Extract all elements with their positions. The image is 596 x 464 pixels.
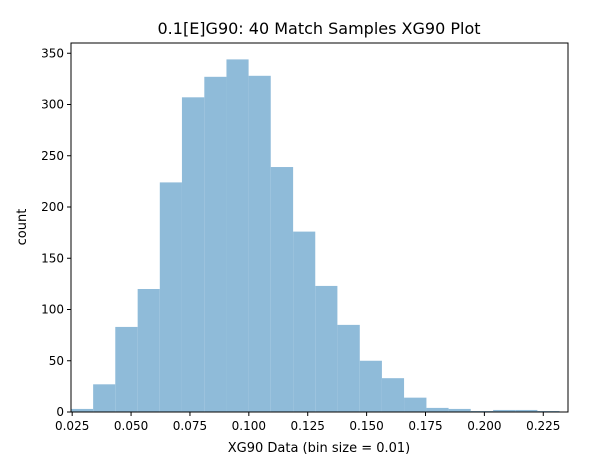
histogram-bar-6 [204, 76, 227, 412]
x-tick-label-0: 0.025 [55, 419, 89, 433]
histogram-bar-9 [270, 167, 294, 412]
histogram-bar-20 [515, 409, 538, 412]
bars-layer [71, 59, 560, 413]
y-tick-label-1: 50 [49, 354, 64, 368]
histogram-bar-0 [71, 408, 94, 412]
histogram-bar-15 [404, 397, 427, 412]
y-tick-label-0: 0 [56, 405, 64, 419]
plot-frame [70, 42, 569, 413]
x-tick-label-4: 0.125 [291, 419, 325, 433]
x-tick-label-8: 0.225 [526, 419, 560, 433]
x-tick-label-7: 0.200 [467, 419, 501, 433]
histogram-bar-1 [93, 384, 116, 412]
y-tick-label-4: 200 [41, 200, 64, 214]
histogram-bar-13 [359, 360, 382, 412]
histogram-bar-14 [381, 378, 405, 412]
histogram-bar-4 [159, 182, 182, 412]
y-tick-label-7: 350 [41, 46, 64, 60]
histogram-bar-21 [537, 410, 560, 412]
histogram-bar-10 [293, 231, 316, 412]
histogram-bar-5 [181, 97, 205, 412]
histogram-bar-17 [448, 408, 471, 412]
y-tick-label-2: 100 [41, 303, 64, 317]
x-tick-label-2: 0.075 [173, 419, 207, 433]
y-tick-label-6: 300 [41, 98, 64, 112]
histogram-bar-19 [493, 409, 516, 412]
histogram-bar-12 [337, 324, 360, 413]
histogram-bar-16 [426, 407, 449, 412]
x-tick-label-1: 0.050 [114, 419, 148, 433]
histogram-bar-18 [470, 410, 494, 412]
histogram-bar-3 [137, 289, 160, 412]
histogram-bar-11 [315, 285, 338, 412]
chart-title: 0.1[E]G90: 40 Match Samples XG90 Plot [158, 19, 481, 38]
y-axis: 0 50 100 150 200 250 300 350 [41, 46, 71, 419]
histogram-bar-7 [226, 59, 249, 413]
x-axis: 0.025 0.050 0.075 0.100 0.125 0.150 0.175 0.200… [55, 412, 560, 433]
histogram-bar-8 [248, 75, 271, 413]
x-tick-label-3: 0.100 [232, 419, 266, 433]
x-tick-label-5: 0.150 [349, 419, 383, 433]
y-tick-label-5: 250 [41, 149, 64, 163]
histogram-bar-2 [115, 326, 138, 412]
y-tick-label-3: 150 [41, 251, 64, 265]
x-axis-label: XG90 Data (bin size = 0.01) [228, 441, 411, 456]
x-tick-label-6: 0.175 [408, 419, 442, 433]
y-axis-label: count [15, 209, 30, 246]
